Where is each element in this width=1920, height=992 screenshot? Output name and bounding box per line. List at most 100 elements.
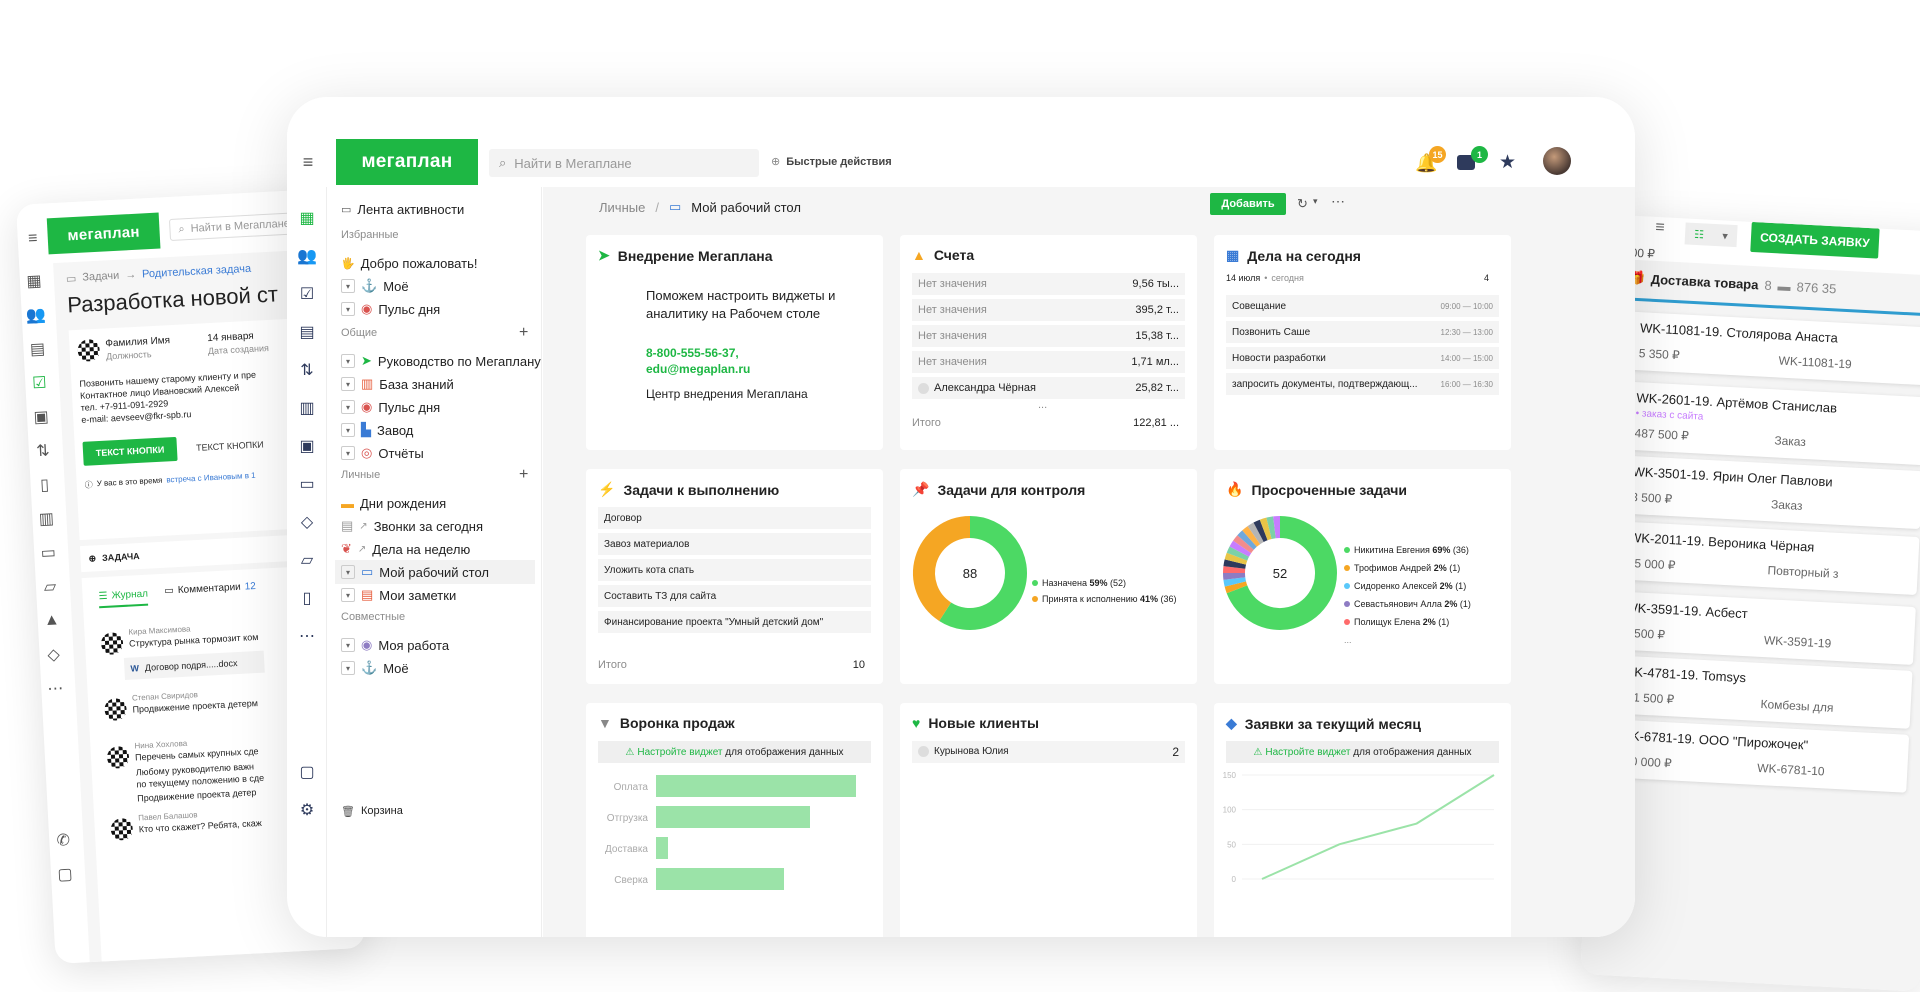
chevron-down-icon[interactable]: ▾ [1313,196,1318,207]
overdue-slice[interactable] [1237,552,1239,557]
legend-item[interactable]: Севастьянович Алла 2% (1) [1344,595,1471,613]
overdue-slice[interactable] [1249,535,1253,538]
overdue-slice[interactable] [1269,527,1274,528]
overdue-slice[interactable] [1246,539,1250,543]
sidebar-item-mine[interactable]: ▾⚓Моё [341,274,409,298]
chevron-down-icon[interactable]: ▾ [341,423,355,437]
funnel-bar[interactable] [656,868,784,890]
box-icon[interactable]: ◇ [296,511,318,533]
overdue-slice[interactable] [1234,579,1235,584]
logo[interactable]: мегаплан [336,139,478,185]
docs-icon[interactable]: ▯ [296,587,318,609]
legend-more[interactable]: ... [1344,631,1471,649]
overdue-slice[interactable] [1242,542,1245,546]
logo[interactable]: мегаплан [47,213,161,255]
workflow-icon[interactable]: ⇅ [296,359,318,381]
reports-icon[interactable]: ▥ [296,397,318,419]
sidebar-item-reports[interactable]: ▾◎Отчёты [341,441,424,465]
view-toggle[interactable]: ☷▾ [1685,222,1738,247]
meeting-link[interactable]: встреча с Ивановым в 1 [166,471,256,487]
menu-icon[interactable]: ≡ [1655,219,1665,237]
overdue-donut-chart[interactable]: 52 [1218,507,1338,657]
users-icon[interactable]: 👥 [24,304,47,327]
more-rows[interactable]: ... [1038,399,1047,411]
users-icon[interactable]: 👥 [296,245,318,267]
gear-icon[interactable]: ⚙ [296,799,318,821]
dashboard-icon[interactable]: ▦ [296,207,318,229]
chevron-down-icon[interactable]: ▾ [341,661,355,675]
sidebar-item-guide[interactable]: ▾➤Руководство по Мегаплану [341,349,541,373]
author-name[interactable]: Фамилия Имя [105,335,170,349]
sidebar-item-factory[interactable]: ▾▙Завод [341,418,413,442]
overdue-slice[interactable] [1235,557,1237,562]
tasks-icon[interactable]: ☑ [28,371,51,394]
contacts-icon[interactable]: ▣ [296,435,318,457]
education-icon[interactable]: ▲ [40,609,63,632]
menu-icon[interactable]: ≡ [297,153,319,171]
docs-icon[interactable]: ▯ [33,473,56,496]
chevron-down-icon[interactable]: ▾ [341,400,355,414]
sidebar-item-calls[interactable]: ▤↗Звонки за сегодня [341,514,483,538]
overdue-slice[interactable] [1235,584,1237,589]
legend-item[interactable]: Сидоренко Алексей 2% (1) [1344,577,1471,595]
contacts-icon[interactable]: ▣ [30,405,53,428]
add-common-icon[interactable]: + [519,324,528,342]
chevron-down-icon[interactable]: ▾ [341,638,355,652]
user-avatar[interactable] [1543,147,1571,175]
sidebar-item-welcome[interactable]: 🖐Добро пожаловать! [341,251,477,275]
phone-icon[interactable]: ✆ [52,829,75,852]
tasks-icon[interactable]: ☑ [296,283,318,305]
table-row[interactable]: Завоз материалов [598,533,871,555]
breadcrumb-parent[interactable]: Родительская задача [142,263,252,282]
sidebar-item-mine-shared[interactable]: ▾⚓Моё [341,656,409,680]
breadcrumb-tasks[interactable]: Задачи [82,270,120,285]
more-icon[interactable]: ⋯ [296,625,318,647]
primary-button[interactable]: ТЕКСТ КНОПКИ [82,437,177,466]
bag-icon[interactable]: ▢ [54,863,77,886]
table-row[interactable]: Финансирование проекта "Умный детский до… [598,611,871,633]
sidebar-item-my-work[interactable]: ▾◉Моя работа [341,633,449,657]
chevron-down-icon[interactable]: ▾ [341,279,355,293]
favorites-star-icon[interactable]: ★ [1499,151,1516,174]
notifications-button[interactable]: 🔔 15 [1415,151,1443,179]
table-row[interactable]: Составить ТЗ для сайта [598,585,871,607]
sidebar-item-trash[interactable]: 🗑Корзина [341,799,403,823]
dashboard-icon[interactable]: ▦ [22,270,45,293]
search-input[interactable]: ⌕ Найти в Мегаплане [489,149,759,177]
sidebar-item-week[interactable]: ❦↗Дела на неделю [341,537,470,561]
legend-item[interactable]: Трофимов Андрей 2% (1) [1344,559,1471,577]
tab-journal[interactable]: ☰Журнал [98,589,148,609]
requests-line[interactable] [1262,775,1494,879]
legend-item[interactable]: Принята к исполнению 41% (36) [1032,591,1177,607]
add-widget-button[interactable]: Добавить [1210,193,1286,215]
deal-card[interactable]: WK-2601-19. Артёмов Станислав• заказ с с… [1624,382,1920,466]
sidebar-item-knowledge[interactable]: ▾▥База знаний [341,372,454,396]
attachment-chip[interactable]: W Договор подря.....docx [124,651,265,680]
overdue-slice[interactable] [1254,532,1259,535]
overdue-slice[interactable] [1239,547,1242,552]
breadcrumb-personal[interactable]: Личные [599,200,645,215]
folder-icon[interactable]: ▱ [296,549,318,571]
legend-item[interactable]: Полищук Елена 2% (1) [1344,613,1471,631]
chevron-down-icon[interactable]: ▾ [341,565,355,579]
secondary-button[interactable]: ТЕКСТ КНОПКИ [184,432,275,461]
chevron-down-icon[interactable]: ▾ [341,446,355,460]
sidebar-item-my-desktop[interactable]: ▾▭Мой рабочий стол [335,560,535,584]
table-row[interactable]: Договор [598,507,871,529]
funnel-bar[interactable] [656,775,856,797]
sidebar-item-birthdays[interactable]: ▬Дни рождения [341,491,446,515]
calendar-icon[interactable]: ▤ [26,338,49,361]
quick-actions-button[interactable]: ⊕ Быстрые действия [771,155,892,168]
